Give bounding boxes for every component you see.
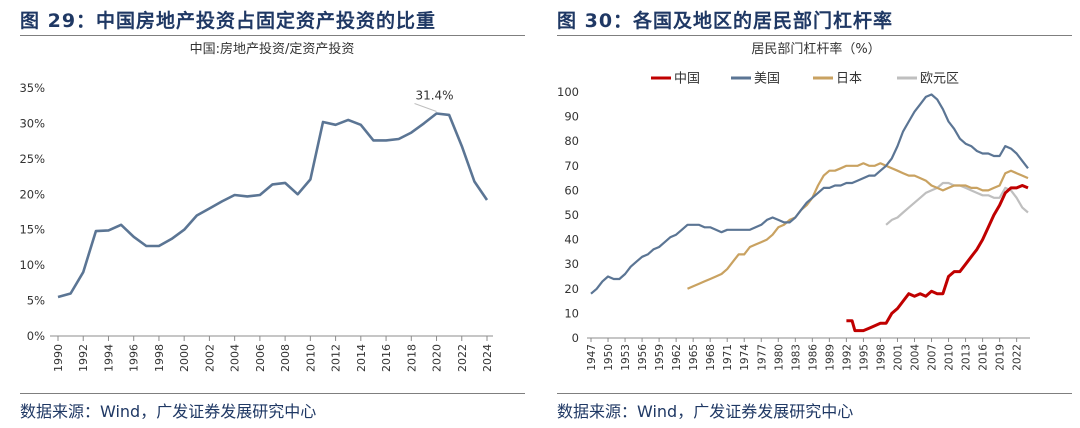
x-tick-label: 2022 bbox=[456, 344, 469, 372]
x-tick-label: 2013 bbox=[961, 344, 973, 371]
x-tick-label: 2016 bbox=[978, 344, 990, 371]
x-tick-label: 1977 bbox=[756, 344, 768, 371]
legend-label: 美国 bbox=[754, 72, 780, 87]
figure-panel-29: 图 29：中国房地产投资占固定资产投资的比重 中国:房地产投资/定资产投资 0% 5… bbox=[0, 0, 530, 428]
x-tick-label: 1956 bbox=[637, 344, 649, 371]
x-tick-label: 2016 bbox=[380, 344, 393, 372]
x-tick-label: 1947 bbox=[586, 344, 598, 371]
y-tick-label: 50 bbox=[564, 208, 579, 222]
x-tick-label: 1959 bbox=[654, 344, 666, 371]
y-tick-label: 80 bbox=[564, 134, 579, 148]
x-tick-label: 2004 bbox=[229, 344, 242, 372]
x-tick-label: 2008 bbox=[279, 344, 292, 372]
figure-title: 图 29：中国房地产投资占固定资产投资的比重 bbox=[20, 10, 437, 32]
y-tick-label: 90 bbox=[564, 110, 579, 124]
x-tick-label: 1971 bbox=[722, 344, 734, 371]
series-line bbox=[57, 112, 489, 299]
series-line bbox=[846, 184, 1029, 333]
figure-title: 图 30：各国及地区的居民部门杠杆率 bbox=[557, 10, 894, 32]
y-tick-label: 10% bbox=[19, 258, 45, 272]
x-tick-label: 2010 bbox=[304, 344, 317, 372]
x-tick-label: 1995 bbox=[858, 344, 870, 371]
series-line bbox=[885, 181, 1029, 226]
chart-title: 中国:房地产投资/定资产投资 bbox=[190, 41, 355, 57]
x-tick-label: 2020 bbox=[431, 344, 444, 372]
chart-household-leverage: 居民部门杠杆率（%） 中国 美国 日本 欧元区 0 10 20 30 40 50 60 70 80 90 10… bbox=[557, 41, 1030, 371]
y-tick-label: 70 bbox=[564, 159, 579, 173]
figure-panel-30: 图 30：各国及地区的居民部门杠杆率 居民部门杠杆率（%） 中国 美国 日本 欧元区 0 1… bbox=[545, 0, 1080, 428]
y-tick-label: 35% bbox=[19, 81, 45, 95]
x-tick-label: 2018 bbox=[405, 344, 418, 372]
y-tick-label: 25% bbox=[19, 152, 45, 166]
chart-house-investment-share: 中国:房地产投资/定资产投资 0% 5% 10% 15% 20% 25% 30% 35% 1990… bbox=[19, 41, 494, 372]
source-note: 数据来源：Wind，广发证券发展研究中心 bbox=[557, 402, 854, 421]
legend-label: 日本 bbox=[836, 72, 862, 87]
data-label: 31.4% bbox=[415, 89, 453, 103]
x-tick-label: 1965 bbox=[688, 344, 700, 371]
y-tick-label: 30% bbox=[19, 116, 45, 130]
x-tick-label: 2002 bbox=[203, 344, 216, 372]
x-tick-label: 2024 bbox=[481, 344, 494, 372]
x-tick-label: 1980 bbox=[773, 344, 785, 371]
y-tick-label: 100 bbox=[557, 85, 579, 99]
chart-title: 居民部门杠杆率（%） bbox=[751, 41, 880, 57]
x-tick-label: 1950 bbox=[603, 344, 615, 371]
y-tick-label: 40 bbox=[564, 233, 579, 247]
x-tick-label: 1996 bbox=[128, 344, 141, 372]
x-tick-label: 1974 bbox=[739, 344, 751, 371]
y-tick-label: 60 bbox=[564, 183, 579, 197]
y-tick-label: 0 bbox=[572, 331, 579, 345]
y-tick-label: 30 bbox=[564, 257, 579, 271]
y-tick-label: 15% bbox=[19, 223, 45, 237]
x-tick-label: 1962 bbox=[671, 344, 683, 371]
x-tick-label: 2019 bbox=[995, 344, 1007, 371]
series-line bbox=[590, 93, 1029, 295]
series-line bbox=[687, 162, 1029, 290]
x-tick-label: 1998 bbox=[153, 344, 166, 372]
annotation-leader bbox=[414, 103, 437, 112]
y-tick-label: 5% bbox=[27, 294, 45, 308]
x-tick-label: 2006 bbox=[254, 344, 267, 372]
title-rule bbox=[20, 35, 525, 36]
title-rule bbox=[557, 35, 1072, 36]
x-tick-label: 1990 bbox=[52, 344, 65, 372]
y-tick-label: 0% bbox=[27, 329, 45, 343]
legend-label: 中国 bbox=[674, 72, 700, 87]
x-tick-label: 1994 bbox=[102, 344, 115, 372]
source-rule bbox=[557, 393, 1072, 394]
x-tick-label: 1992 bbox=[77, 344, 90, 372]
x-tick-label: 2007 bbox=[927, 344, 939, 371]
x-tick-label: 1998 bbox=[875, 344, 887, 371]
source-note: 数据来源：Wind，广发证券发展研究中心 bbox=[20, 402, 317, 421]
source-rule bbox=[20, 393, 525, 394]
x-tick-label: 1983 bbox=[790, 344, 802, 371]
x-tick-label: 1953 bbox=[620, 344, 632, 371]
x-tick-label: 2000 bbox=[178, 344, 191, 372]
x-tick-label: 2012 bbox=[330, 344, 343, 372]
y-tick-label: 10 bbox=[564, 306, 579, 320]
x-tick-label: 1986 bbox=[807, 344, 819, 371]
x-tick-label: 2004 bbox=[909, 344, 921, 371]
x-tick-label: 2001 bbox=[892, 344, 904, 371]
x-tick-label: 1968 bbox=[705, 344, 717, 371]
x-tick-label: 1989 bbox=[824, 344, 836, 371]
y-tick-label: 20 bbox=[564, 282, 579, 296]
y-tick-label: 20% bbox=[19, 187, 45, 201]
x-tick-label: 2022 bbox=[1012, 344, 1024, 371]
x-tick-label: 2010 bbox=[944, 344, 956, 371]
legend-label: 欧元区 bbox=[920, 72, 959, 87]
x-tick-label: 2014 bbox=[355, 344, 368, 372]
x-tick-label: 1992 bbox=[841, 344, 853, 371]
